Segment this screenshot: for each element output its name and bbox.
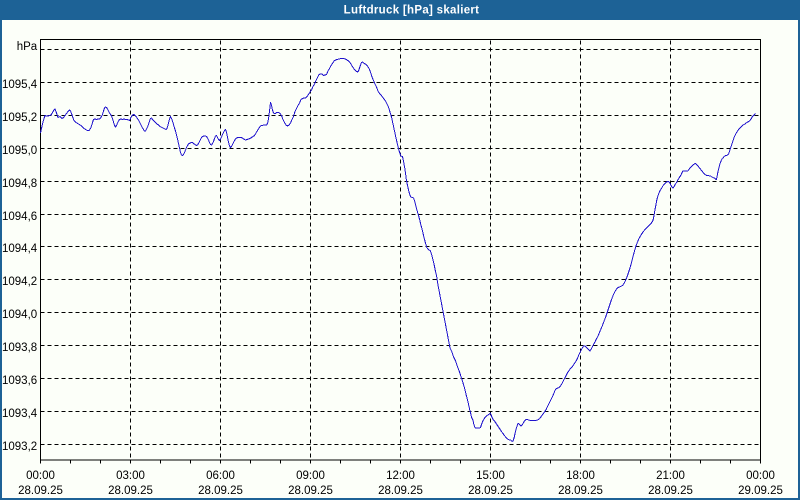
svg-text:1093,8: 1093,8 [2,342,37,354]
svg-text:29.09.25: 29.09.25 [738,485,783,497]
svg-text:00:00: 00:00 [26,470,55,482]
svg-text:Luftdruck [hPa] skaliert: Luftdruck [hPa] skaliert [344,4,480,16]
svg-text:28.09.25: 28.09.25 [648,485,693,497]
svg-text:00:00: 00:00 [746,470,775,482]
svg-text:1095,0: 1095,0 [2,145,37,157]
svg-text:1094,6: 1094,6 [2,211,37,223]
svg-text:1093,4: 1093,4 [2,408,38,420]
svg-text:28.09.25: 28.09.25 [378,485,423,497]
svg-text:12:00: 12:00 [386,470,415,482]
svg-text:28.09.25: 28.09.25 [558,485,603,497]
svg-text:1094,4: 1094,4 [2,243,38,255]
svg-text:28.09.25: 28.09.25 [18,485,63,497]
svg-text:03:00: 03:00 [116,470,145,482]
svg-text:06:00: 06:00 [206,470,235,482]
svg-text:1093,2: 1093,2 [2,441,37,453]
svg-text:09:00: 09:00 [296,470,325,482]
svg-text:1094,0: 1094,0 [2,309,37,321]
svg-text:28.09.25: 28.09.25 [198,485,243,497]
svg-text:1093,6: 1093,6 [2,375,37,387]
svg-text:1095,2: 1095,2 [2,112,37,124]
svg-text:28.09.25: 28.09.25 [288,485,333,497]
svg-text:18:00: 18:00 [566,470,595,482]
svg-text:1095,4: 1095,4 [2,79,38,91]
svg-text:1094,8: 1094,8 [2,178,37,190]
svg-text:28.09.25: 28.09.25 [108,485,153,497]
svg-text:1094,2: 1094,2 [2,276,37,288]
svg-text:15:00: 15:00 [476,470,505,482]
svg-text:28.09.25: 28.09.25 [468,485,513,497]
svg-text:21:00: 21:00 [656,470,685,482]
svg-text:hPa: hPa [17,41,38,53]
